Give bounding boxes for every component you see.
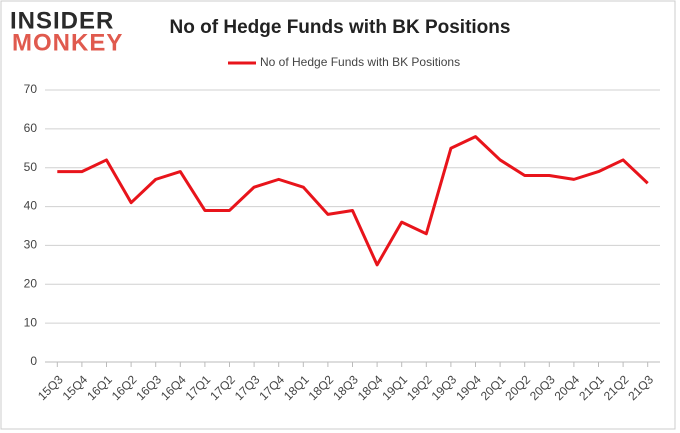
y-tick-label: 50 bbox=[24, 160, 38, 174]
y-tick-label: 0 bbox=[30, 354, 37, 368]
y-tick-label: 70 bbox=[24, 82, 38, 96]
y-tick-label: 30 bbox=[24, 238, 38, 252]
y-tick-label: 60 bbox=[24, 121, 38, 135]
chart-title: No of Hedge Funds with BK Positions bbox=[170, 17, 511, 38]
data-line bbox=[57, 135, 649, 267]
logo-line2: MONKEY bbox=[12, 29, 123, 56]
y-tick-label: 40 bbox=[24, 199, 38, 213]
y-tick-label: 20 bbox=[24, 276, 38, 290]
y-tick-label: 10 bbox=[24, 315, 38, 329]
legend-label: No of Hedge Funds with BK Positions bbox=[260, 55, 460, 69]
logo-line1: INSIDER bbox=[10, 7, 114, 34]
